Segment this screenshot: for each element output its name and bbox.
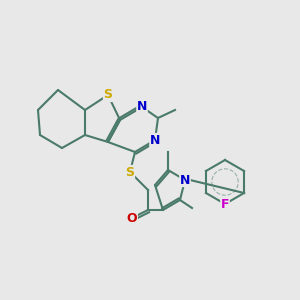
- Text: F: F: [221, 197, 229, 211]
- Text: N: N: [180, 173, 190, 187]
- Text: O: O: [127, 212, 137, 224]
- Text: N: N: [137, 100, 147, 113]
- Text: S: S: [125, 166, 134, 178]
- Text: N: N: [150, 134, 160, 146]
- Text: S: S: [103, 88, 112, 101]
